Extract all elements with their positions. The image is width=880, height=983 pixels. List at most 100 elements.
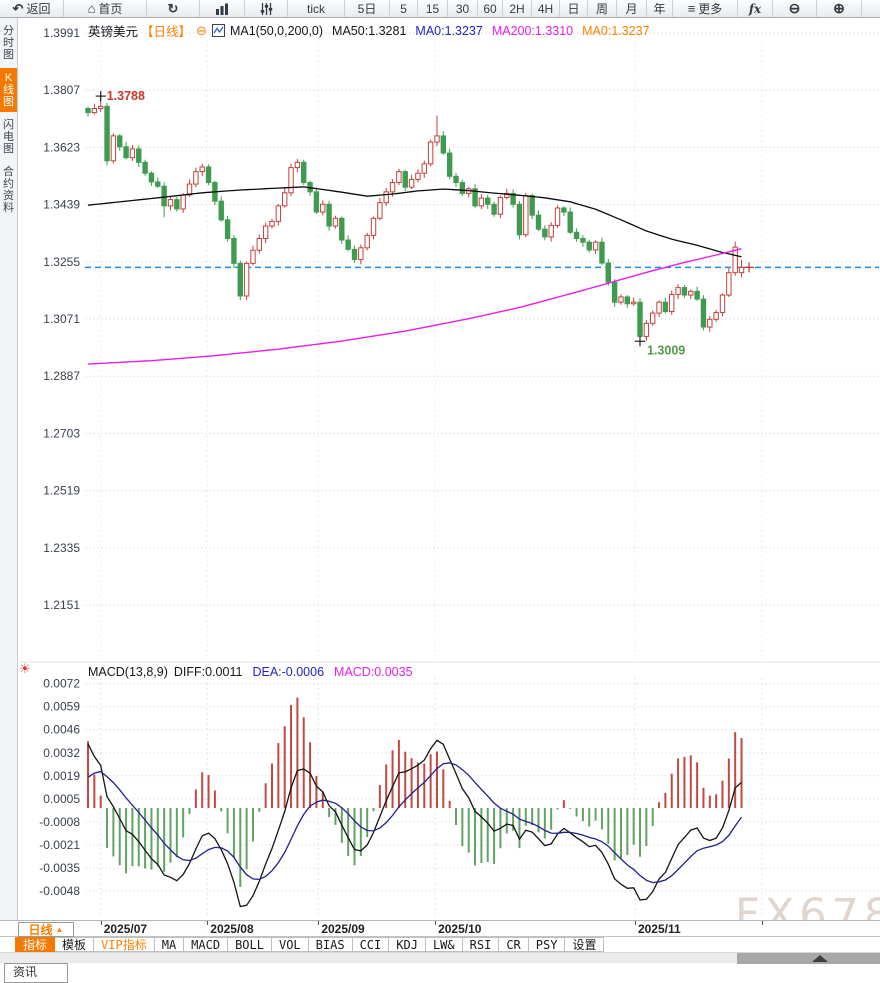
indicator-tab-CCI[interactable]: CCI — [352, 937, 390, 952]
symbol-name: 英镑美元 — [88, 25, 139, 39]
topbar-button-tf-year[interactable]: 年 — [647, 0, 673, 17]
topbar-label-tf-60: 60 — [483, 1, 497, 16]
topbar-button-tf-4h[interactable]: 4H — [532, 0, 560, 17]
indicator-settings-sun-icon[interactable]: ☀ — [19, 661, 31, 676]
topbar-button-home[interactable]: ⌂ 首页 — [64, 0, 147, 17]
x-axis-tick — [435, 921, 437, 925]
expand-panel-arrow-icon[interactable] — [812, 955, 828, 962]
indicator-tab-KDJ[interactable]: KDJ — [389, 937, 426, 952]
topbar-button-tick[interactable]: tick — [288, 0, 345, 17]
indicator-tab-MACD[interactable]: MACD — [184, 937, 229, 952]
ma0-orange-value: MA0:1.3237 — [582, 23, 650, 38]
topbar-button-tf-5d[interactable]: 5日 — [345, 0, 390, 17]
macd-dea-value: DEA:-0.0006 — [252, 665, 325, 679]
x-axis-tick — [100, 921, 102, 925]
topbar-button-tf-day[interactable]: 日 — [560, 0, 588, 17]
indicator-tab-bar: 指标 模板 VIP指标 MA MACD BOLL VOL BIAS CCI KDJ LW& RSI CR… — [15, 937, 605, 952]
refresh-icon: ↻ — [167, 1, 179, 16]
ma50-value: MA50:1.3281 — [332, 23, 407, 38]
topbar-button-chart-style[interactable] — [200, 0, 245, 17]
macd-axis-label: 0.0032 — [43, 746, 80, 760]
topbar-label-zoom-out: ⊖ — [788, 0, 801, 16]
price-axis-label: 1.3807 — [43, 83, 80, 97]
period-selector[interactable]: 日线 ▲ — [18, 922, 74, 937]
price-axis-label: 1.3991 — [43, 26, 80, 40]
sidebar-item-lightning[interactable]: 闪 电 图 — [3, 119, 14, 155]
topbar-button-zoom-in[interactable]: ⊕ — [817, 0, 862, 17]
indicator-tab-RSI[interactable]: RSI — [462, 937, 500, 952]
macd-title: MACD(13,8,9) — [88, 665, 168, 679]
x-axis-label-2025-07: 2025/07 — [103, 922, 148, 936]
macd-header: MACD(13,8,9) DIFF:0.0011 DEA:-0.0006 MAC… — [88, 665, 413, 679]
topbar-button-tf-15[interactable]: 15 — [418, 0, 448, 17]
indicator-tab-VOL[interactable]: VOL — [271, 937, 309, 952]
period-selector-label: 日线 — [28, 922, 53, 937]
sidebar-item-kline[interactable]: K 线 图 — [0, 68, 17, 112]
topbar-button-tf-week[interactable]: 周 — [588, 0, 617, 17]
indicator-tab-设置[interactable]: 设置 — [565, 937, 605, 952]
ma0-blue-value: MA0:1.3237 — [415, 23, 483, 38]
indicator-tab-VIP指标[interactable]: VIP指标 — [94, 937, 155, 952]
bottom-scroll-band — [0, 952, 880, 964]
top-toolbar: ↶ 返回 ⌂ 首页 ↻ tick 5日 5 15 30 60 2H 4H 日周月年 ≡ 更多 fx ⊖ ⊕ — [0, 0, 880, 18]
indicator-tab-BIAS[interactable]: BIAS — [308, 937, 353, 952]
macd-axis-label: 0.0072 — [43, 677, 80, 691]
home-icon: ⌂ — [87, 1, 96, 16]
mini-chart-icon[interactable] — [211, 24, 225, 37]
topbar-button-tf-5[interactable]: 5 — [390, 0, 418, 17]
period-tag: 【日线】 — [141, 25, 192, 39]
topbar-button-zoom-out[interactable]: ⊖ — [773, 0, 817, 17]
indicator-tab-指标[interactable]: 指标 — [15, 937, 56, 952]
topbar-button-refresh[interactable]: ↻ — [147, 0, 200, 17]
x-axis-label-2025-11: 2025/11 — [637, 922, 681, 936]
price-axis-label: 1.2519 — [43, 484, 80, 498]
news-tab[interactable]: 资讯 — [4, 963, 68, 983]
topbar-label-fx: fx — [748, 1, 762, 16]
topbar-button-indicator-settings[interactable] — [245, 0, 288, 17]
x-axis-label-2025-08: 2025/08 — [210, 922, 254, 936]
topbar-button-fx[interactable]: fx — [738, 0, 773, 17]
price-axis-label: 1.3623 — [43, 140, 80, 154]
collapse-icon[interactable]: ⊖ — [196, 22, 207, 38]
scrollbar-handle[interactable] — [737, 953, 880, 964]
price-axis-label: 1.2703 — [43, 426, 80, 440]
topbar-button-tf-2h[interactable]: 2H — [503, 0, 532, 17]
topbar-label-tf-4h: 4H — [537, 1, 554, 16]
topbar-button-tf-30[interactable]: 30 — [448, 0, 478, 17]
low-annotation: 1.3009 — [647, 343, 685, 357]
indicator-tab-MA[interactable]: MA — [154, 937, 185, 952]
indicator-tab-LW&[interactable]: LW& — [425, 937, 463, 952]
topbar-label-tick: tick — [307, 1, 325, 16]
indicator-tab-BOLL[interactable]: BOLL — [228, 937, 272, 952]
indicator-tab-模板[interactable]: 模板 — [55, 937, 95, 952]
topbar-button-more[interactable]: ≡ 更多 — [673, 0, 738, 17]
macd-axis-label: -0.0021 — [39, 838, 80, 852]
chart-type-sidebar: 分 时 图 K 线 图闪 电 图合 约 资 料 — [0, 18, 18, 920]
sidebar-item-contract-info[interactable]: 合 约 资 料 — [3, 166, 14, 214]
high-annotation: 1.3788 — [107, 89, 145, 103]
topbar-label-tf-week: 周 — [595, 2, 608, 16]
topbar-label-tf-5d: 5日 — [357, 2, 377, 16]
macd-axis-label: -0.0008 — [39, 815, 80, 829]
sidebar-item-time-share[interactable]: 分 时 图 — [3, 25, 14, 61]
x-axis-tick — [634, 921, 636, 925]
topbar-label-tf-5: 5 — [400, 1, 407, 16]
topbar-label-zoom-in: ⊕ — [833, 0, 845, 16]
price-axis-label: 1.3439 — [43, 198, 80, 212]
indicator-tab-CR[interactable]: CR — [499, 937, 529, 952]
chart-canvas[interactable]: 1.3991 1.3807 1.3623 1.3439 1.3255 1.3071 1.28… — [0, 0, 880, 920]
topbar-label-tf-15: 15 — [425, 1, 440, 16]
price-axis-label: 1.2151 — [43, 598, 80, 612]
price-axis-label: 1.2335 — [43, 541, 80, 555]
topbar-label-tf-month: 月 — [625, 2, 638, 16]
topbar-label-home: 首页 — [98, 2, 123, 16]
indicator-tab-PSY[interactable]: PSY — [528, 937, 566, 952]
topbar-label-back: 返回 — [26, 2, 51, 16]
macd-axis-label: 0.0059 — [43, 700, 80, 714]
x-axis-tick — [318, 921, 320, 925]
topbar-button-back[interactable]: ↶ 返回 — [0, 0, 64, 17]
topbar-button-tf-60[interactable]: 60 — [478, 0, 503, 17]
topbar-button-tf-month[interactable]: 月 — [617, 0, 647, 17]
ma-settings-label: MA1(50,0,200,0) — [229, 23, 324, 38]
price-axis-label: 1.3255 — [43, 255, 80, 269]
